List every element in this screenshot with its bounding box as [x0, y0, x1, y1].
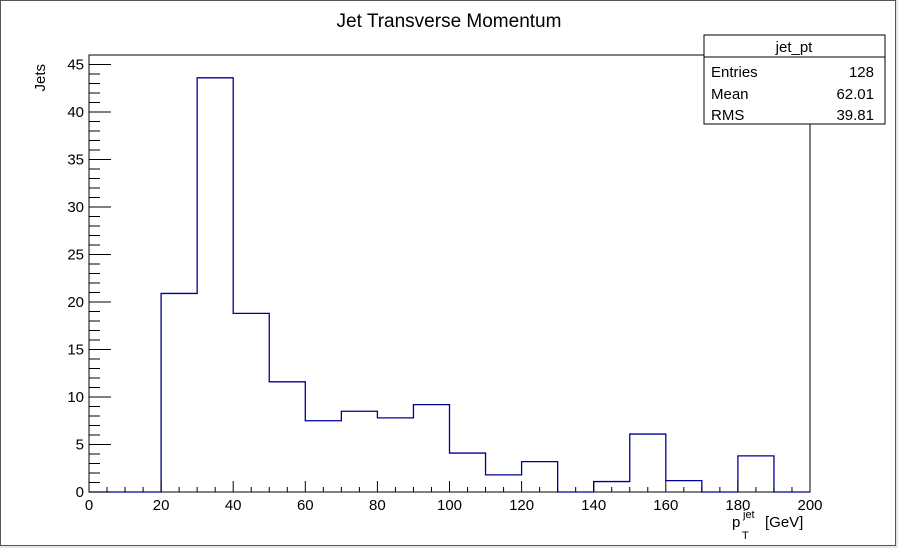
histogram-bin: [161, 293, 197, 492]
stats-rms-value: 39.81: [836, 107, 874, 124]
histogram-bin: [197, 78, 233, 492]
x-tick-label: 120: [509, 497, 534, 514]
stats-box: jet_pt Entries 128 Mean 62.01 RMS 39.81: [703, 34, 886, 125]
x-tick-label: 0: [85, 497, 93, 514]
y-tick-label: 25: [67, 247, 84, 264]
chart-title: Jet Transverse Momentum: [337, 11, 562, 32]
stats-mean-value: 62.01: [836, 86, 874, 103]
histogram-bin: [305, 421, 341, 492]
histogram-bin: [233, 313, 269, 492]
x-tick-label: 200: [797, 497, 822, 514]
x-tick-label: 40: [225, 497, 242, 514]
x-tick-label: 60: [297, 497, 314, 514]
y-tick-label: 40: [67, 104, 84, 121]
plot-area: [88, 54, 811, 493]
stats-rms-label: RMS: [711, 107, 744, 124]
y-tick-label: 20: [67, 294, 84, 311]
stats-entries-label: Entries: [711, 64, 758, 81]
axes: 0 20 40 60 80 100 120 140 160 180 200 0 5 10 15 20 25 30 3…: [67, 54, 823, 514]
histogram-bin: [413, 405, 449, 492]
x-tick-label: 160: [653, 497, 678, 514]
x-axis-label: p jet T [GeV]: [732, 509, 803, 542]
x-tick-label: 140: [581, 497, 606, 514]
histogram-bin: [377, 418, 413, 492]
x-tick-label: 20: [153, 497, 170, 514]
histogram-bin: [630, 434, 666, 492]
y-tick-label: 5: [76, 437, 84, 454]
histogram-bin: [450, 453, 486, 492]
y-tick-label: 15: [67, 342, 84, 359]
stats-entries-value: 128: [849, 64, 874, 81]
canvas-shadow-bottom: [0, 546, 898, 548]
y-tick-label: 10: [67, 389, 84, 406]
y-tick-label: 30: [67, 199, 84, 216]
y-tick-label: 35: [67, 152, 84, 169]
histogram-outline: [89, 77, 810, 493]
y-tick-label: 0: [76, 484, 84, 501]
x-axis-label-symbol: p: [732, 514, 740, 531]
y-tick-label: 45: [67, 57, 84, 74]
x-tick-label: 180: [725, 497, 750, 514]
x-tick-label: 100: [437, 497, 462, 514]
x-axis-label-unit: [GeV]: [765, 514, 803, 531]
x-axis-label-subscript: T: [742, 530, 749, 542]
stats-box-name: jet_pt: [775, 39, 814, 56]
x-axis-label-superscript: jet: [742, 509, 755, 521]
stats-box-frame: [703, 34, 886, 125]
y-axis-label: Jets: [32, 64, 49, 92]
canvas-shadow-right: [896, 0, 898, 548]
histogram-bin: [738, 456, 774, 492]
histogram-bin: [269, 382, 305, 492]
stats-mean-label: Mean: [711, 86, 749, 103]
x-tick-label: 80: [369, 497, 386, 514]
histogram-bin: [341, 411, 377, 492]
